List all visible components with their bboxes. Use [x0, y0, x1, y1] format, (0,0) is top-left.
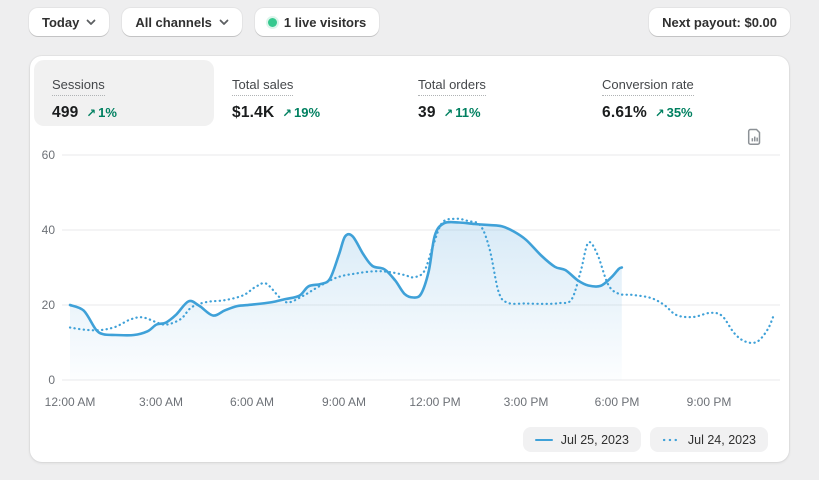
- channel-filter-button[interactable]: All channels: [122, 8, 242, 36]
- sessions-line-chart: 0 20 40 60 12:00 AM 3:00 AM 6:00 AM 9:00…: [30, 144, 789, 422]
- metric-value: $1.4K: [232, 104, 275, 121]
- x-axis-tick: 3:00 PM: [503, 395, 549, 409]
- x-axis-tick: 9:00 AM: [321, 395, 367, 409]
- metric-label: Conversion rate: [602, 77, 694, 96]
- report-document-icon: [747, 128, 760, 146]
- legend-item-jul-25[interactable]: Jul 25, 2023: [522, 427, 641, 452]
- metric-total-sales[interactable]: Total sales $1.4K ↗ 19%: [232, 76, 320, 122]
- metric-total-orders[interactable]: Total orders 39 ↗ 11%: [418, 76, 486, 122]
- chevron-down-icon: [219, 19, 229, 25]
- x-axis-tick: 6:00 AM: [229, 395, 275, 409]
- next-payout-label: Next payout: $0.00: [662, 14, 777, 30]
- solid-line-sample-icon: [534, 438, 553, 441]
- x-axis-tick: 12:00 PM: [409, 395, 461, 409]
- metric-value: 6.61%: [602, 104, 647, 121]
- metric-label: Sessions: [52, 77, 105, 96]
- trend-up-icon: ↗: [282, 108, 293, 120]
- y-axis-tick: 60: [41, 148, 55, 162]
- chevron-down-icon: [86, 19, 96, 25]
- date-range-button[interactable]: Today: [29, 8, 110, 36]
- metric-label: Total orders: [418, 77, 486, 96]
- x-axis-tick: 3:00 AM: [138, 395, 184, 409]
- next-payout-button[interactable]: Next payout: $0.00: [649, 8, 790, 36]
- analytics-overview-card: Sessions 499 ↗ 1% Total sales $1.4K ↗ 19% …: [30, 56, 789, 462]
- legend-label: Jul 24, 2023: [687, 432, 756, 447]
- live-visitors-label: 1 live visitors: [283, 14, 367, 30]
- x-axis-tick: 6:00 PM: [594, 395, 640, 409]
- channel-filter-label: All channels: [135, 14, 212, 30]
- metric-label: Total sales: [232, 77, 294, 96]
- chart-canvas: [62, 154, 780, 381]
- metric-sessions[interactable]: Sessions 499 ↗ 1%: [34, 60, 214, 126]
- trend-up-icon: ↗: [86, 108, 97, 120]
- y-axis-tick: 40: [41, 223, 55, 237]
- y-axis-tick: 20: [41, 298, 55, 312]
- export-report-button[interactable]: [742, 126, 766, 150]
- series-line-jul-25: [68, 220, 624, 337]
- topbar: Today All channels 1 live visitors Next …: [0, 0, 819, 44]
- live-indicator-dot-icon: [267, 17, 277, 27]
- chart-legend: Jul 25, 2023 Jul 24, 2023: [522, 427, 768, 452]
- y-axis-tick: 0: [48, 373, 55, 387]
- x-axis-tick: 9:00 PM: [686, 395, 732, 409]
- legend-item-jul-24[interactable]: Jul 24, 2023: [649, 427, 768, 452]
- metric-delta: ↗ 11%: [443, 105, 481, 120]
- metric-value: 39: [418, 104, 436, 121]
- metric-delta: ↗ 35%: [654, 105, 693, 120]
- date-range-label: Today: [42, 14, 80, 30]
- trend-up-icon: ↗: [443, 108, 454, 120]
- live-visitors-badge[interactable]: 1 live visitors: [254, 8, 380, 36]
- legend-label: Jul 25, 2023: [560, 432, 629, 447]
- x-axis-tick: 12:00 AM: [44, 395, 96, 409]
- trend-up-icon: ↗: [654, 108, 665, 120]
- dotted-line-sample-icon: [662, 438, 679, 441]
- metric-delta: ↗ 19%: [282, 105, 321, 120]
- metric-value: 499: [52, 104, 79, 121]
- metric-conversion-rate[interactable]: Conversion rate 6.61% ↗ 35%: [602, 76, 694, 122]
- series-area-fill: [70, 222, 622, 380]
- metric-delta: ↗ 1%: [86, 105, 117, 120]
